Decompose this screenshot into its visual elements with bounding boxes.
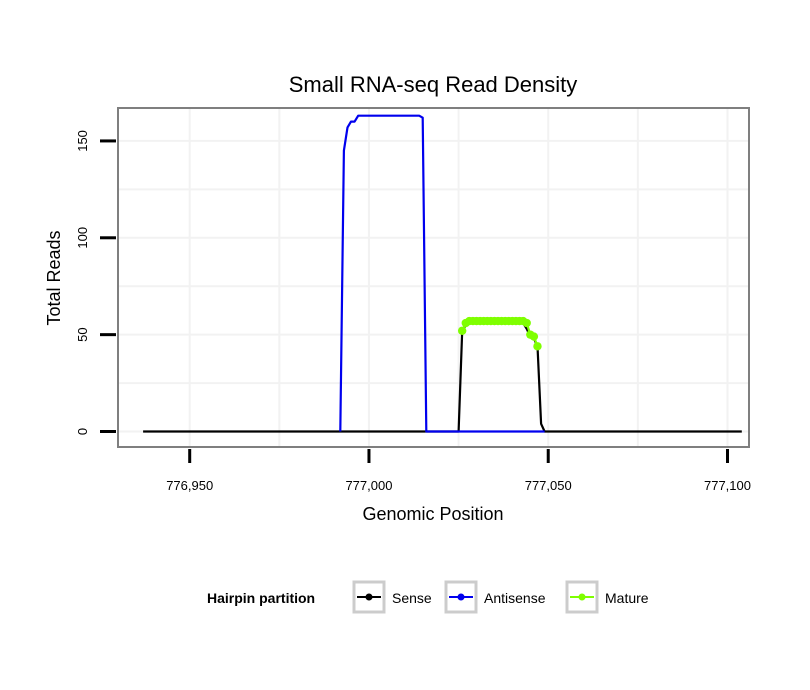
y-tick-label: 0 [75,428,90,435]
plot-panel-border [117,107,750,448]
legend-title: Hairpin partition [207,590,315,606]
x-tick-label: 776,950 [166,478,213,493]
series-line-antisense [339,114,545,433]
legend-key-point [578,593,586,601]
data-point-mature [522,318,531,328]
x-axis-title: Genomic Position [362,504,503,524]
x-tick-label: 777,050 [525,478,572,493]
data-point-mature [529,332,539,341]
legend: Hairpin partition Sense Antisense Mature [207,580,649,614]
legend-label-mature: Mature [605,590,649,606]
y-tick-label: 100 [75,227,90,249]
axes: 776,950 777,000 777,050 777,100 0 50 100 150 [75,130,751,493]
data-point-mature [533,342,542,351]
x-tick-label: 777,000 [345,478,392,493]
chart-title: Small RNA-seq Read Density [289,72,578,97]
series-layer [143,114,742,433]
legend-label-antisense: Antisense [484,590,546,606]
y-tick-label: 150 [75,130,90,152]
data-point-mature [457,326,467,335]
gridlines [118,108,749,447]
legend-key-point [365,593,373,601]
y-axis-title: Total Reads [44,230,64,325]
series-line-sense [143,321,742,433]
legend-label-sense: Sense [392,590,432,606]
x-tick-label: 777,100 [704,478,751,493]
y-tick-label: 50 [75,327,90,341]
legend-key-point [457,593,465,601]
